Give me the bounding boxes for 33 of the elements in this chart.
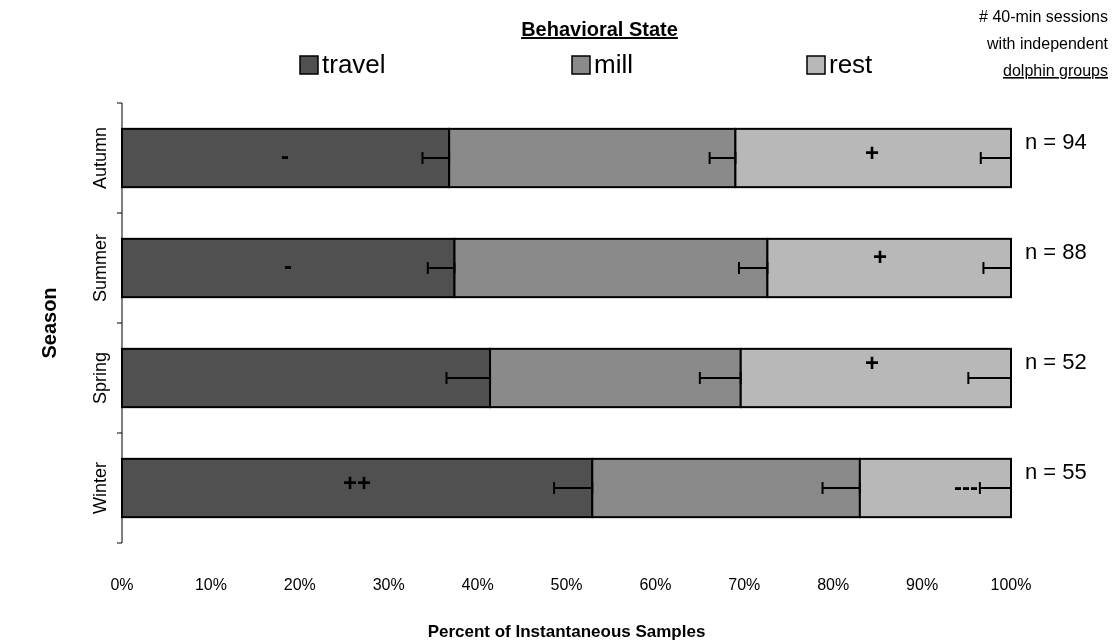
- legend-label: rest: [829, 49, 874, 79]
- legend-label: travel: [322, 49, 386, 79]
- annotation: +: [872, 243, 888, 271]
- y-tick-label: Spring: [90, 351, 110, 405]
- annotation: -: [281, 142, 289, 170]
- y-tick-label: Summer: [90, 233, 110, 303]
- annotation: -: [284, 252, 292, 280]
- text: n = 88: [1025, 238, 1087, 264]
- y-tick-label: Winter: [90, 461, 110, 515]
- x-tick-label: 30%: [372, 576, 405, 593]
- x-tick-label: 10%: [194, 576, 227, 593]
- text: n = 52: [1025, 348, 1087, 374]
- y-axis-title: Season: [38, 287, 60, 359]
- x-tick-label: 60%: [639, 576, 672, 593]
- x-tick-label: 50%: [550, 576, 583, 593]
- x-tick-label: 70%: [728, 576, 761, 593]
- annotation: +: [864, 139, 880, 167]
- y-tick-label: Autumn: [90, 126, 110, 190]
- legend-title: Behavioral State: [521, 18, 678, 40]
- annotation: ++: [342, 469, 372, 497]
- annotation: +: [864, 349, 880, 377]
- text: # 40-min sessions with independent dolphin groups: [979, 8, 1109, 79]
- x-tick-label: 0%: [110, 576, 134, 593]
- text: n = 55: [1025, 458, 1087, 484]
- text: n = 94: [1025, 128, 1087, 154]
- x-tick-label: 90%: [906, 576, 939, 593]
- x-tick-label: 100%: [990, 576, 1032, 593]
- annotation: ---: [954, 473, 978, 501]
- x-tick-label: 80%: [817, 576, 850, 593]
- x-tick-label: 40%: [461, 576, 494, 593]
- x-tick-label: 20%: [283, 576, 316, 593]
- legend-label: mill: [594, 49, 633, 79]
- x-axis-title: Percent of Instantaneous Samples: [427, 622, 706, 641]
